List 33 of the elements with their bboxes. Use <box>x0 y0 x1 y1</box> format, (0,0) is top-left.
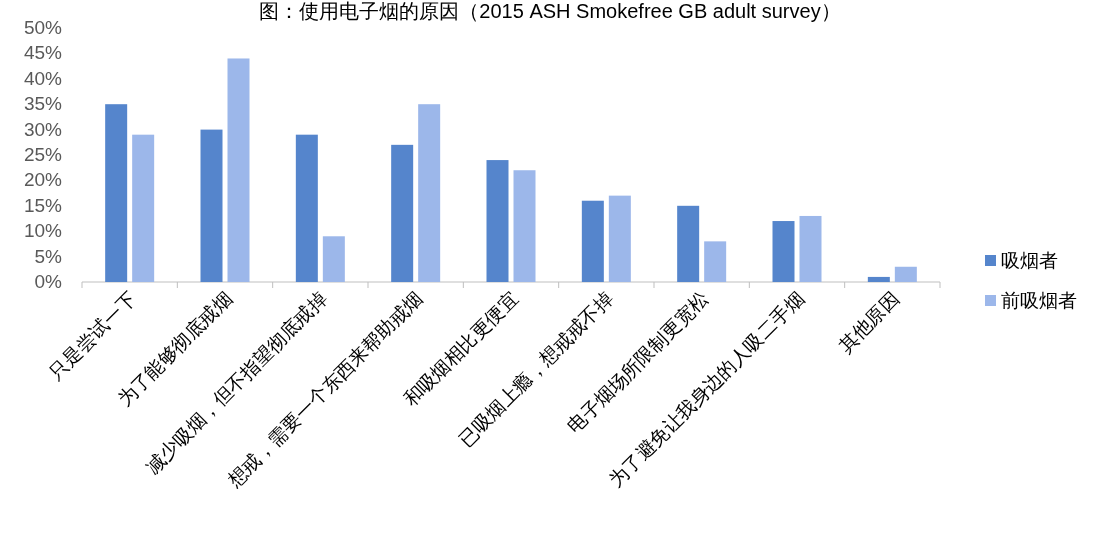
y-tick-label: 20% <box>23 169 63 191</box>
bar <box>867 276 890 282</box>
y-tick-label: 45% <box>23 42 63 64</box>
y-tick-label: 50% <box>23 17 63 38</box>
bar <box>894 266 917 282</box>
chart-title: 图：使用电子烟的原因（2015 ASH Smokefree GB adult survey） <box>259 0 841 22</box>
bar <box>227 58 250 282</box>
bar <box>105 104 128 282</box>
bar <box>418 104 441 282</box>
bar <box>677 205 700 282</box>
bar <box>772 221 795 282</box>
y-tick-label: 5% <box>34 245 63 267</box>
y-tick-label: 0% <box>34 271 63 292</box>
bar <box>608 195 631 282</box>
bar <box>581 200 604 282</box>
bar <box>513 170 536 282</box>
y-tick-label: 15% <box>23 194 63 216</box>
y-tick-label: 10% <box>23 220 63 242</box>
bar <box>391 144 414 282</box>
bar <box>200 129 223 282</box>
y-tick-label: 25% <box>23 144 63 165</box>
bar <box>322 236 345 282</box>
legend-label: 吸烟者 <box>1001 250 1058 271</box>
bar <box>486 160 509 282</box>
y-tick-label: 40% <box>23 67 63 89</box>
bar <box>704 241 727 282</box>
y-tick-label: 30% <box>23 118 63 140</box>
bar <box>295 134 318 282</box>
legend-label: 前吸烟者 <box>1001 290 1077 311</box>
bar <box>132 134 155 282</box>
x-tick-label: 其他原因 <box>834 287 904 357</box>
bar <box>799 215 822 282</box>
y-tick-label: 35% <box>23 93 63 115</box>
